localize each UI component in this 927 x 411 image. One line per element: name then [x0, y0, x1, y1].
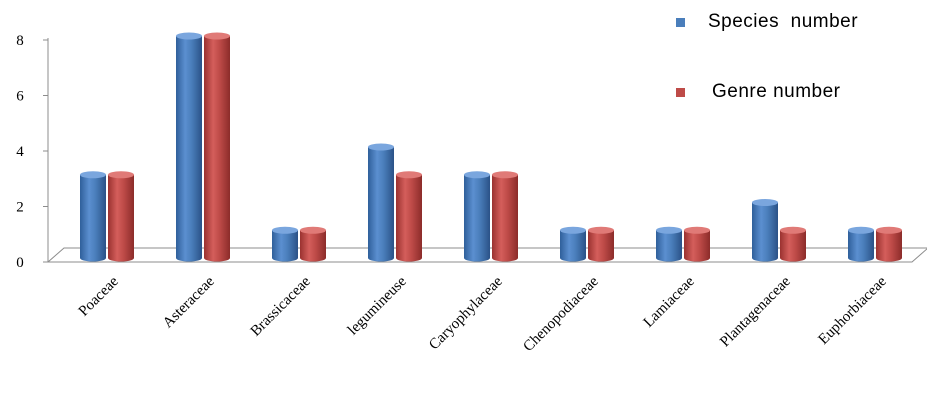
- bar-genre-poaceae: [108, 171, 134, 262]
- bar-species-legumineuse: [368, 143, 394, 262]
- bar-genre-chenopodiaceae: [588, 226, 614, 262]
- y-tick-label: 0: [16, 255, 24, 271]
- bar-genre-plantagenaceae: [780, 226, 806, 262]
- legend-swatch: [676, 88, 685, 97]
- bar-genre-legumineuse: [396, 171, 422, 262]
- y-tick-label: 6: [16, 89, 24, 105]
- bar-species-lamiaceae: [656, 226, 682, 262]
- bars: [80, 32, 902, 262]
- bar-species-chenopodiaceae: [560, 226, 586, 262]
- x-axis-labels: Poaceae Asteraceae Brassicaceae legumineuse…: [76, 273, 890, 355]
- legend-swatch: [676, 18, 685, 27]
- y-tick-label: 2: [16, 200, 24, 216]
- floor: [46, 247, 927, 263]
- y-axis-ticks: 0 2 4 6 8: [16, 33, 48, 271]
- bar-genre-brassicaceae: [300, 226, 326, 262]
- category-label: Brassicaceae: [248, 273, 314, 339]
- bar-genre-euphorbiaceae: [876, 226, 902, 262]
- bar-species-brassicaceae: [272, 226, 298, 262]
- axes: [46, 38, 927, 263]
- category-label: Euphorbiaceae: [815, 273, 890, 348]
- category-label: Caryophylaceae: [426, 273, 506, 353]
- bar-genre-lamiaceae: [684, 226, 710, 262]
- bar-genre-caryophylaceae: [492, 171, 518, 262]
- category-label: Poaceae: [76, 273, 122, 319]
- bar-species-caryophylaceae: [464, 171, 490, 262]
- legend-label: Genre number: [712, 81, 841, 102]
- y-tick-label: 8: [16, 33, 24, 49]
- y-tick-label: 4: [16, 144, 24, 160]
- bar-species-asteraceae: [176, 32, 202, 262]
- bar-species-plantagenaceae: [752, 199, 778, 262]
- legend-label: Species number: [708, 11, 858, 32]
- bar-species-euphorbiaceae: [848, 226, 874, 262]
- category-label: Asteraceae: [160, 273, 218, 331]
- category-label: Chenopodiaceae: [520, 273, 602, 355]
- category-label: legumineuse: [345, 273, 410, 338]
- bar-genre-asteraceae: [204, 32, 230, 262]
- legend: Species number Genre number: [676, 11, 858, 102]
- category-label: Plantagenaceae: [717, 273, 794, 350]
- category-label: Lamiaceae: [641, 273, 698, 330]
- bar-species-poaceae: [80, 171, 106, 262]
